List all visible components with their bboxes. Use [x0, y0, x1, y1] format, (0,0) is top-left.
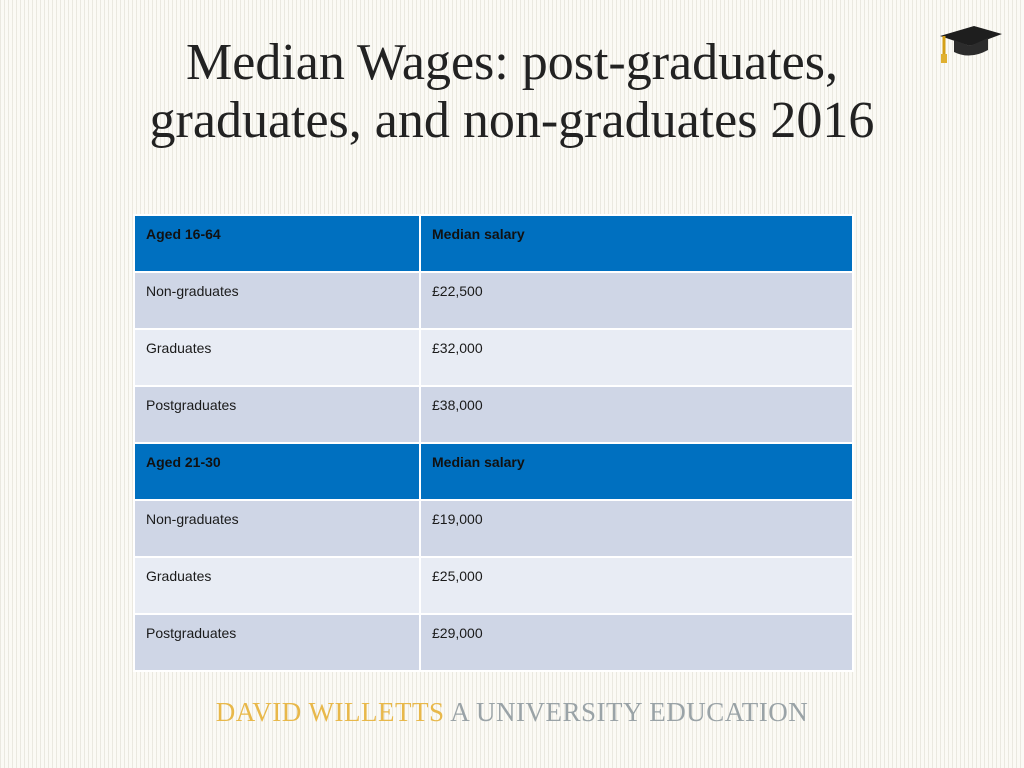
table-row: Postgraduates £38,000: [133, 385, 854, 444]
table-header-row: Aged 16-64 Median salary: [133, 214, 854, 273]
table-cell: £32,000: [419, 328, 854, 387]
table-row: Graduates £32,000: [133, 328, 854, 387]
slide-title-line-1: Median Wages: post-graduates,: [186, 34, 838, 91]
table-cell: Graduates: [133, 556, 421, 615]
footer-author: DAVID WILLETTS: [215, 697, 445, 727]
table-cell: Non-graduates: [133, 271, 421, 330]
footer-branding: DAVID WILLETTS A UNIVERSITY EDUCATION: [0, 697, 1024, 728]
table-row: Non-graduates £22,500: [133, 271, 854, 330]
footer-book-title: A UNIVERSITY EDUCATION: [450, 697, 809, 727]
table-cell: £19,000: [419, 499, 854, 558]
median-wages-table: Aged 16-64 Median salary Non-graduates £…: [133, 214, 854, 672]
slide-title-line-2: graduates, and non-graduates 2016: [149, 92, 875, 149]
table-cell: £22,500: [419, 271, 854, 330]
table-row: Graduates £25,000: [133, 556, 854, 615]
table-cell: Graduates: [133, 328, 421, 387]
table-header-cell: Aged 16-64: [133, 214, 421, 273]
table-header-cell: Median salary: [419, 214, 854, 273]
table-header-row: Aged 21-30 Median salary: [133, 442, 854, 501]
table-cell: £29,000: [419, 613, 854, 672]
table-header-cell: Aged 21-30: [133, 442, 421, 501]
table-cell: £25,000: [419, 556, 854, 615]
slide-title: Median Wages: post-graduates, graduates,…: [0, 34, 1024, 150]
graduation-cap-icon: [940, 26, 1002, 63]
table-cell: £38,000: [419, 385, 854, 444]
table-cell: Non-graduates: [133, 499, 421, 558]
table-row: Non-graduates £19,000: [133, 499, 854, 558]
table-row: Postgraduates £29,000: [133, 613, 854, 672]
table-cell: Postgraduates: [133, 613, 421, 672]
table-cell: Postgraduates: [133, 385, 421, 444]
table-header-cell: Median salary: [419, 442, 854, 501]
